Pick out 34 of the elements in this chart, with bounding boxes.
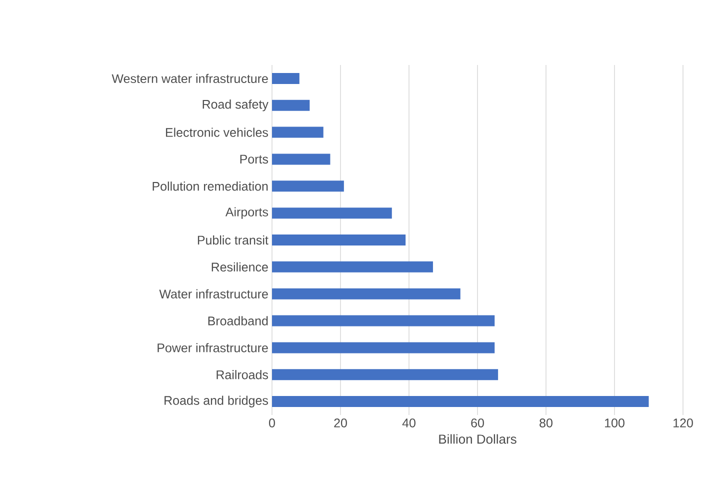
x-tick-label: 40 — [402, 418, 416, 428]
y-tick-label: Electronic vehicles — [166, 128, 268, 137]
bar — [272, 234, 406, 246]
x-tick-label: 120 — [674, 418, 693, 428]
x-tick-label: 20 — [334, 418, 347, 428]
bar — [272, 396, 649, 408]
bar — [272, 154, 330, 165]
x-tick-label: 100 — [605, 418, 624, 428]
y-tick-label: Power infrastructure — [158, 343, 268, 352]
y-tick-label: Roads and bridges — [164, 396, 268, 408]
bar — [272, 342, 495, 354]
bar — [272, 261, 433, 272]
x-tick-label: 60 — [471, 418, 484, 428]
y-tick-label: Ports — [240, 154, 268, 164]
bar — [272, 180, 344, 192]
bar — [272, 72, 300, 84]
bar — [272, 315, 495, 326]
y-tick-label: Water infrastructure — [159, 289, 268, 298]
y-tick-label: Broadband — [208, 316, 268, 326]
y-tick-label: Public transit — [198, 235, 268, 245]
bar — [272, 100, 310, 111]
y-tick-label: Railroads — [216, 370, 268, 380]
bar — [272, 208, 392, 219]
y-tick-label: Airports — [225, 207, 268, 219]
y-tick-label: Pollution remediation — [152, 182, 268, 191]
y-tick-label: Western water infrastructure — [112, 74, 268, 84]
bar — [272, 126, 324, 138]
bar — [272, 288, 460, 300]
y-tick-label: Resilience — [212, 262, 268, 272]
x-axis-title: Billion Dollars — [439, 434, 516, 444]
x-tick-label: 80 — [540, 418, 552, 428]
bar — [272, 369, 498, 380]
y-tick-label: Road safety — [202, 100, 268, 112]
x-tick-label: 0 — [269, 418, 275, 428]
